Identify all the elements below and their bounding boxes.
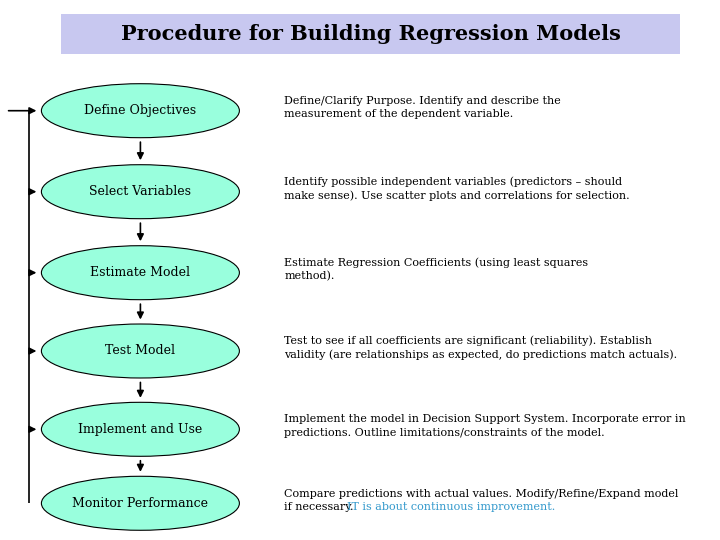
Text: Implement and Use: Implement and Use <box>78 423 202 436</box>
Ellipse shape <box>41 165 240 219</box>
Text: Test Model: Test Model <box>105 345 176 357</box>
Text: if necessary.: if necessary. <box>284 502 357 512</box>
Text: Procedure for Building Regression Models: Procedure for Building Regression Models <box>121 24 621 44</box>
Ellipse shape <box>41 84 240 138</box>
Text: Select Variables: Select Variables <box>89 185 192 198</box>
Text: Identify possible independent variables (predictors – should
make sense). Use sc: Identify possible independent variables … <box>284 176 630 201</box>
Text: Monitor Performance: Monitor Performance <box>73 497 208 510</box>
Ellipse shape <box>41 402 240 456</box>
Text: Implement the model in Decision Support System. Incorporate error in
predictions: Implement the model in Decision Support … <box>284 415 686 437</box>
Text: Test to see if all coefficients are significant (reliability). Establish
validit: Test to see if all coefficients are sign… <box>284 335 678 360</box>
Text: Compare predictions with actual values. Modify/Refine/Expand model: Compare predictions with actual values. … <box>284 489 679 499</box>
Text: Define Objectives: Define Objectives <box>84 104 197 117</box>
Ellipse shape <box>41 324 240 378</box>
Text: IT is about continuous improvement.: IT is about continuous improvement. <box>347 502 555 512</box>
FancyBboxPatch shape <box>61 14 680 54</box>
Ellipse shape <box>41 246 240 300</box>
Ellipse shape <box>41 476 240 530</box>
Text: Define/Clarify Purpose. Identify and describe the
measurement of the dependent v: Define/Clarify Purpose. Identify and des… <box>284 96 561 119</box>
Text: Estimate Model: Estimate Model <box>91 266 190 279</box>
Text: Estimate Regression Coefficients (using least squares
method).: Estimate Regression Coefficients (using … <box>284 258 588 281</box>
